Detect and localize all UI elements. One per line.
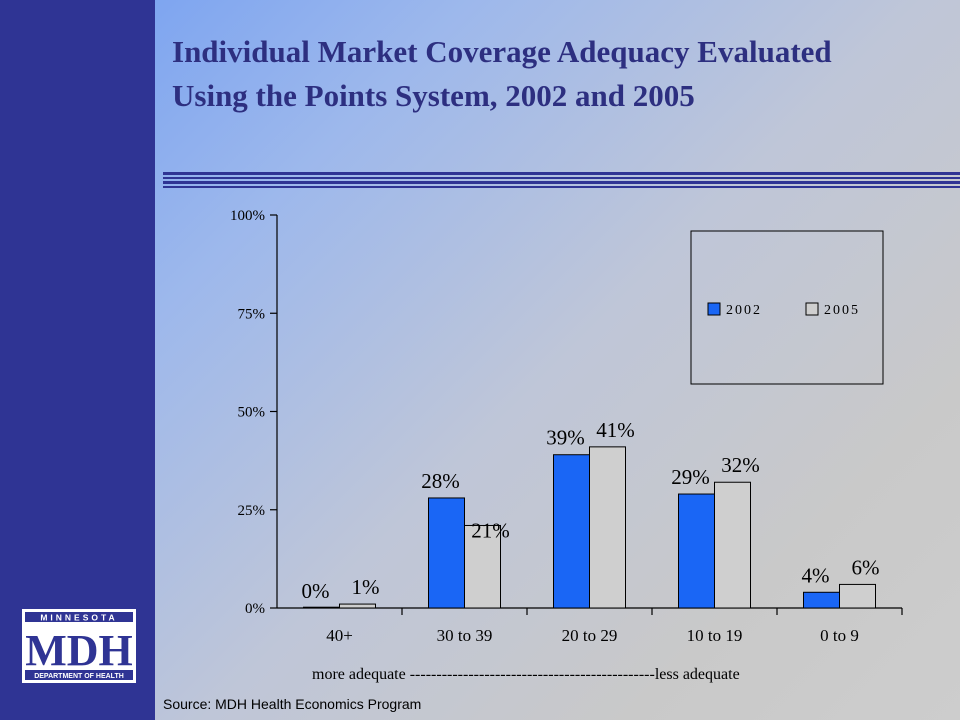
logo-top-text: MINNESOTA bbox=[40, 613, 117, 623]
data-label: 41% bbox=[596, 418, 635, 442]
legend-box bbox=[690, 230, 884, 385]
bar-2002 bbox=[553, 454, 590, 609]
logo-bottom-text: DEPARTMENT OF HEALTH bbox=[34, 673, 124, 680]
y-axis: 0% 25% 50% 75% 100% bbox=[230, 208, 278, 617]
y-tick-label: 25% bbox=[238, 503, 266, 519]
legend-swatch bbox=[805, 302, 819, 316]
x-tick-label: 30 to 39 bbox=[437, 626, 493, 645]
legend: 2002 2005 bbox=[690, 230, 884, 385]
x-axis: 40+ 30 to 39 20 to 29 10 to 19 0 to 9 bbox=[277, 607, 903, 645]
bar-2002 bbox=[678, 493, 715, 609]
x-tick-label: 40+ bbox=[326, 626, 353, 645]
legend-swatch bbox=[707, 302, 721, 316]
bar-2005 bbox=[464, 524, 501, 609]
mdh-logo: MINNESOTA MDH DEPARTMENT OF HEALTH bbox=[21, 608, 137, 684]
bar-2005 bbox=[339, 603, 376, 609]
bar-2002 bbox=[303, 606, 340, 609]
y-tick-label: 100% bbox=[230, 208, 265, 224]
data-label: 39% bbox=[546, 426, 585, 450]
x-tick-label: 10 to 19 bbox=[687, 626, 743, 645]
x-tick-label: 20 to 29 bbox=[562, 626, 618, 645]
source-note: Source: MDH Health Economics Program bbox=[163, 696, 422, 712]
data-label: 29% bbox=[671, 465, 710, 489]
y-tick-label: 50% bbox=[238, 405, 266, 421]
data-label: 1% bbox=[352, 575, 380, 599]
data-label: 4% bbox=[802, 563, 830, 587]
data-label: 6% bbox=[852, 555, 880, 579]
legend-label: 2002 bbox=[726, 303, 762, 318]
sidebar-band bbox=[0, 0, 155, 720]
data-label: 28% bbox=[421, 469, 460, 493]
title-divider bbox=[163, 172, 960, 188]
bar-2005 bbox=[714, 481, 751, 609]
data-label: 32% bbox=[721, 453, 760, 477]
bar-2005 bbox=[839, 583, 876, 609]
y-tick-label: 75% bbox=[238, 306, 266, 322]
y-tick-label: 0% bbox=[245, 601, 265, 617]
bar-2002 bbox=[803, 591, 840, 609]
bar-2002 bbox=[428, 497, 465, 609]
slide-title: Individual Market Coverage Adequacy Eval… bbox=[172, 34, 832, 113]
data-label: 0% bbox=[302, 579, 330, 603]
bar-2005 bbox=[589, 446, 626, 609]
x-tick-label: 0 to 9 bbox=[820, 626, 859, 645]
bar-labels-group: 0% 1% 28% 21% 39% 41% 29% 32% 4% 6% bbox=[302, 418, 880, 603]
adequacy-scale-note: more adequate --------------------------… bbox=[312, 666, 740, 683]
logo-main-text: MDH bbox=[25, 626, 133, 675]
data-label: 21% bbox=[471, 518, 510, 542]
legend-label: 2005 bbox=[824, 303, 860, 318]
bars-group bbox=[303, 446, 876, 609]
